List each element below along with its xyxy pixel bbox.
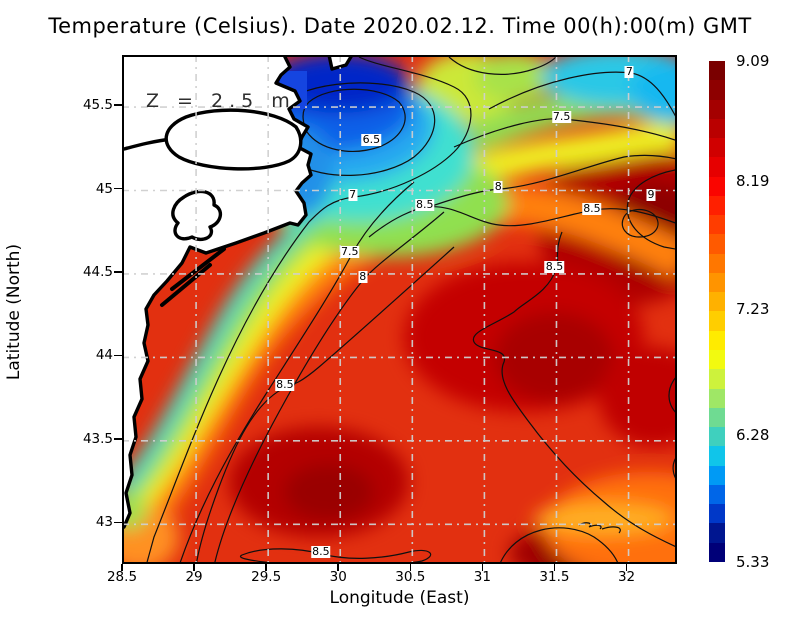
x-tick-mark <box>193 564 195 571</box>
y-tick-label: 44 <box>95 347 113 364</box>
colorbar-tick-label: 9.09 <box>736 52 770 70</box>
colorbar-segment <box>709 330 725 350</box>
y-tick-label: 45.5 <box>82 97 113 114</box>
contour-label: 8.5 <box>582 201 602 215</box>
colorbar-segment <box>709 272 725 293</box>
coastline <box>124 57 353 529</box>
contour-label: 7 <box>624 64 634 78</box>
x-tick-label: 31.5 <box>539 569 570 585</box>
colorbar-segment <box>709 427 725 447</box>
y-tick-label: 44.5 <box>82 263 113 280</box>
contour-label: 8 <box>493 179 503 193</box>
temperature-field-map <box>124 57 675 562</box>
colorbar <box>709 61 725 562</box>
contour-label: 8.5 <box>414 198 435 212</box>
depth-annotation: Z = 2.5 m <box>146 90 296 112</box>
y-tick-mark <box>114 521 122 524</box>
colorbar-segment <box>709 349 725 370</box>
colorbar-segment <box>709 61 725 81</box>
colorbar-segment <box>709 253 725 273</box>
x-axis-label: Longitude (East) <box>329 588 470 608</box>
x-tick-mark <box>265 564 267 571</box>
colorbar-segment <box>709 388 725 408</box>
y-tick-mark <box>114 438 122 440</box>
contour-label: 7 <box>348 188 358 202</box>
colorbar-segment <box>709 407 725 428</box>
x-tick-mark <box>337 564 339 571</box>
colorbar-segment <box>709 504 725 524</box>
colorbar-segment <box>709 446 725 466</box>
colorbar-segment <box>709 195 725 216</box>
colorbar-segment <box>709 99 725 119</box>
colorbar-segment <box>709 118 725 139</box>
colorbar-segment <box>709 542 725 562</box>
y-axis-label: Latitude (North) <box>4 243 24 381</box>
colorbar-segment <box>709 292 725 312</box>
x-tick-label: 29.5 <box>251 569 282 585</box>
contour-label: 9 <box>646 188 656 202</box>
colorbar-segment <box>709 80 725 100</box>
colorbar-segment <box>709 215 725 235</box>
x-tick-mark <box>625 564 628 571</box>
x-tick-label: 28.5 <box>106 569 138 585</box>
x-tick-mark <box>409 564 412 571</box>
colorbar-tick-label: 5.33 <box>736 553 770 571</box>
x-tick-label: 30.5 <box>395 569 426 585</box>
y-tick-label: 45 <box>95 180 113 197</box>
contour-label: 7.5 <box>340 244 360 258</box>
map-plot-area <box>122 55 677 564</box>
colorbar-segment <box>709 311 725 331</box>
y-tick-label: 43 <box>95 514 113 531</box>
contour-label: 8 <box>358 269 368 283</box>
contour-label: 8.5 <box>544 259 565 273</box>
x-tick-label: 32 <box>617 569 636 585</box>
x-tick-mark <box>121 564 123 571</box>
y-tick-label: 43.5 <box>82 430 113 447</box>
colorbar-segment <box>709 369 725 389</box>
colorbar-segment <box>709 484 725 505</box>
x-tick-mark <box>481 564 484 571</box>
colorbar-tick-label: 6.28 <box>736 426 770 445</box>
y-tick-mark <box>114 187 122 190</box>
y-tick-mark <box>114 104 122 106</box>
figure-title: Temperature (Celsius). Date 2020.02.12. … <box>48 14 752 38</box>
x-tick-mark <box>553 564 556 571</box>
x-tick-label: 31 <box>473 569 491 585</box>
colorbar-segment <box>709 465 725 485</box>
contour-label: 6.5 <box>361 133 382 147</box>
contour-label: 8.5 <box>311 545 331 559</box>
colorbar-segment <box>709 523 725 543</box>
contour-label: 8.5 <box>275 378 295 392</box>
colorbar-segment <box>709 234 725 254</box>
graticule-gridlines <box>124 57 675 562</box>
colorbar-tick-label: 8.19 <box>736 171 770 190</box>
land-mask <box>124 57 311 527</box>
contour-lines <box>146 57 675 562</box>
y-tick-mark <box>114 271 122 273</box>
colorbar-tick-label: 7.23 <box>736 299 770 318</box>
colorbar-segment <box>709 138 725 158</box>
colorbar-segment <box>709 176 725 196</box>
contour-label: 7.5 <box>551 109 572 123</box>
colorbar-segment <box>709 157 725 177</box>
x-tick-label: 30 <box>329 569 347 585</box>
y-tick-mark <box>114 354 122 357</box>
x-tick-label: 29 <box>185 569 203 585</box>
